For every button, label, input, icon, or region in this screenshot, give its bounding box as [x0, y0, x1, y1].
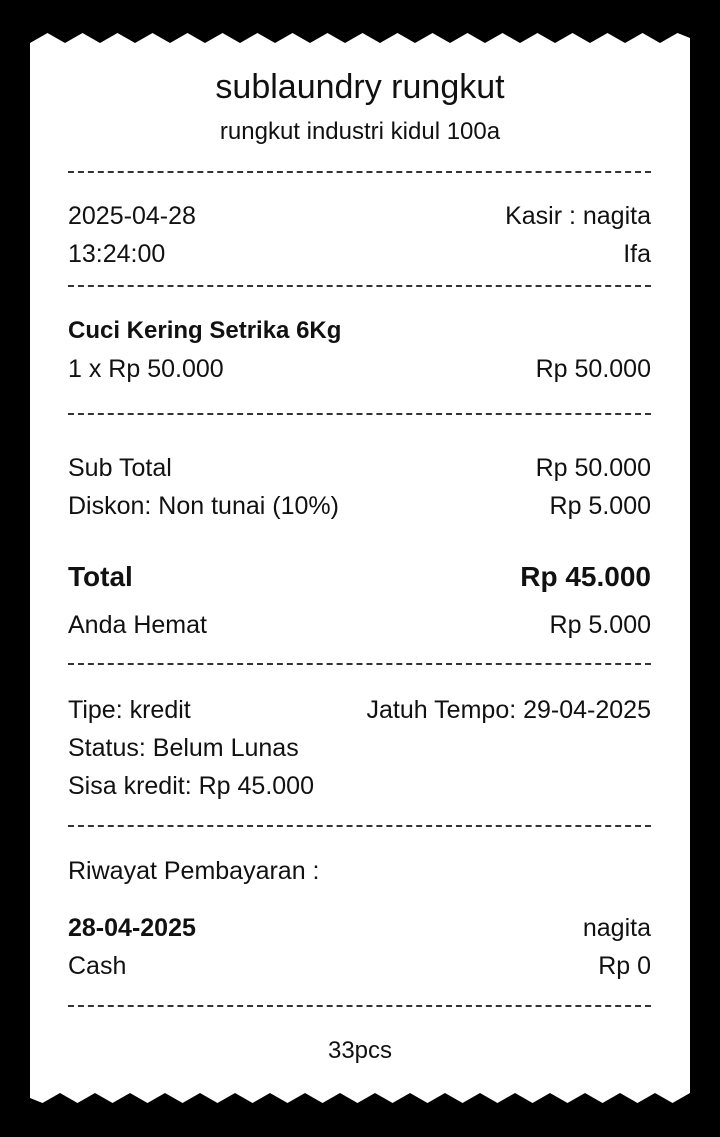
subtotal-label: Sub Total — [68, 454, 172, 482]
history-method: Cash — [68, 952, 127, 980]
time: 13:24:00 — [68, 240, 166, 268]
discount-label: Diskon: Non tunai (10%) — [68, 492, 339, 520]
subtotal-value: Rp 50.000 — [535, 454, 651, 482]
customer: Ifa — [623, 240, 651, 268]
total-label: Total — [68, 561, 133, 592]
history-date: 28-04-2025 — [68, 914, 196, 942]
history-title: Riwayat Pembayaran : — [68, 857, 320, 885]
store-name: sublaundry rungkut — [215, 68, 505, 106]
total-value: Rp 45.000 — [520, 561, 651, 592]
divider — [68, 663, 651, 665]
divider — [68, 171, 651, 173]
divider — [68, 413, 651, 415]
divider — [68, 825, 651, 827]
history-amount: Rp 0 — [598, 952, 651, 980]
divider — [68, 285, 651, 287]
remaining-credit: Sisa kredit: Rp 45.000 — [68, 772, 314, 800]
discount-value: Rp 5.000 — [549, 492, 651, 520]
item-qty-price: 1 x Rp 50.000 — [68, 355, 224, 383]
payment-type: Tipe: kredit — [68, 696, 191, 724]
pieces-count: 33pcs — [327, 1037, 393, 1064]
payment-status: Status: Belum Lunas — [68, 734, 299, 762]
receipt-paper-shape — [30, 33, 690, 1103]
item-name: Cuci Kering Setrika 6Kg — [68, 317, 342, 344]
item-amount: Rp 50.000 — [535, 355, 651, 383]
divider — [68, 1005, 651, 1007]
due-date: Jatuh Tempo: 29-04-2025 — [366, 696, 651, 724]
cashier: Kasir : nagita — [505, 202, 651, 230]
history-by: nagita — [582, 914, 651, 942]
saved-value: Rp 5.000 — [549, 611, 651, 639]
date: 2025-04-28 — [68, 202, 196, 230]
saved-label: Anda Hemat — [68, 611, 207, 639]
store-address: rungkut industri kidul 100a — [219, 118, 501, 145]
